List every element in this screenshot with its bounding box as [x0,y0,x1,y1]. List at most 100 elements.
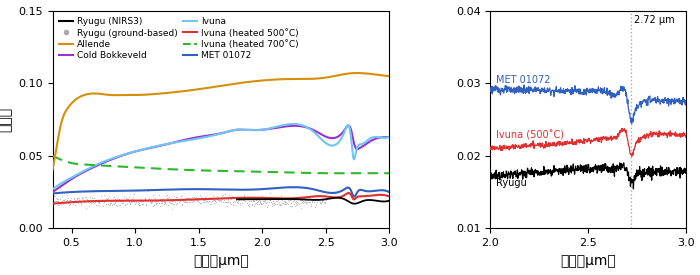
Point [195,201,206,205]
Point [144,200,155,204]
Point [312,198,323,202]
Point [189,195,200,199]
Point [192,197,203,201]
Point [223,198,234,202]
Point [104,202,116,206]
Point [238,198,249,203]
Point [318,200,330,204]
Point [186,198,197,202]
Point [137,199,148,204]
Point [267,203,278,208]
Point [168,202,179,206]
Point [237,195,248,200]
Point [78,200,90,205]
Point [50,196,62,200]
Point [67,202,78,206]
Point [193,198,204,202]
Point [292,197,303,201]
Point [218,192,229,197]
Point [138,198,149,203]
Point [56,194,67,199]
Point [141,198,153,202]
Point [317,198,328,202]
Point [100,199,111,204]
Point [209,198,220,202]
Point [126,198,137,203]
Point [168,194,179,199]
Point [239,193,250,197]
Point [120,197,132,202]
Point [273,202,284,206]
Point [122,197,134,202]
Point [136,198,147,203]
Point [125,202,136,206]
Point [253,197,265,202]
Point [218,200,229,204]
Point [211,200,222,204]
Point [269,201,280,205]
Point [199,200,210,204]
Point [244,197,256,201]
Point [146,200,157,204]
Point [207,196,218,200]
Point [314,201,326,205]
Point [193,196,204,201]
Point [51,196,62,201]
Point [290,199,301,204]
Point [97,204,108,208]
Point [228,199,239,203]
Point [183,200,195,205]
Point [222,200,233,204]
Point [244,204,255,208]
Point [274,202,285,206]
Point [146,200,158,205]
Point [173,198,184,202]
Point [104,197,115,202]
Point [283,202,294,206]
Point [73,199,84,204]
Point [111,204,122,208]
Point [71,200,82,204]
Point [304,200,316,204]
Point [66,198,77,202]
Point [223,197,234,202]
Point [138,202,149,207]
Point [218,196,230,200]
Point [314,198,325,202]
Point [84,198,95,202]
Point [204,199,215,204]
Point [246,194,257,199]
Point [263,200,274,204]
Point [261,200,272,204]
Point [270,199,281,204]
Point [157,199,168,204]
Point [257,199,268,203]
Point [221,204,232,208]
Point [141,202,152,206]
Point [65,196,76,200]
Point [113,199,124,203]
Point [201,199,212,203]
Point [147,199,158,203]
Point [134,197,145,201]
Point [142,189,153,193]
Point [84,195,95,199]
Point [202,197,214,202]
Point [69,203,80,207]
Point [108,195,120,199]
Point [118,198,130,202]
Point [284,204,295,208]
Point [130,198,141,202]
Point [66,199,78,203]
Point [290,201,302,205]
Point [152,201,163,205]
Point [279,199,290,204]
Point [132,199,144,204]
Point [206,197,218,201]
Point [174,198,185,202]
Point [176,201,187,206]
Point [234,202,246,207]
Point [144,197,155,202]
Point [80,205,92,210]
Point [93,200,104,204]
